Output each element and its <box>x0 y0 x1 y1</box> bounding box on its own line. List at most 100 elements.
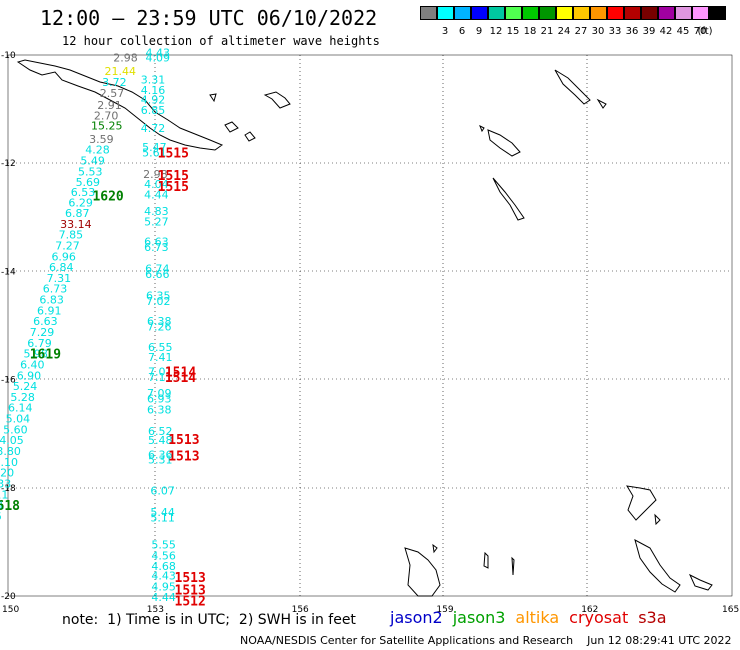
coast-reef-1 <box>492 177 525 221</box>
coast-islands-se <box>634 539 681 593</box>
wave-height-value: 3.59 <box>89 133 114 146</box>
wave-height-value: 6.07 <box>150 485 175 498</box>
wave-height-value: 6.63 <box>144 236 169 249</box>
coast-islet-8 <box>511 556 515 576</box>
wave-height-value: 4.56 <box>151 549 176 562</box>
legend-label: 33 <box>608 26 622 37</box>
wave-height-value: 6.73 <box>144 241 169 254</box>
wave-height-value: 5.61 <box>142 146 167 159</box>
lon-tick-label: 162 <box>581 605 598 615</box>
wave-height-values: 2.9821.443.722.572.912.7015.253.594.285.… <box>0 46 176 604</box>
satellite-name: altika <box>515 608 560 627</box>
map-grid <box>8 55 732 596</box>
wave-height-value: 2.98 <box>113 52 138 65</box>
legend-label: 36 <box>625 26 639 37</box>
legend-label: 27 <box>574 26 588 37</box>
legend-swatch <box>641 6 658 20</box>
legend-label: 45 <box>676 26 690 37</box>
legend-label: 42 <box>659 26 673 37</box>
coast-vanuatu <box>626 485 657 521</box>
lat-tick-label: -16 <box>1 376 16 386</box>
pass-time-label: 1513 <box>175 571 206 586</box>
lon-tick-label: 159 <box>436 605 453 615</box>
wave-height-value: 3.31 <box>141 73 166 86</box>
wave-height-value: 6.96 <box>51 250 76 263</box>
pass-time-label: 1513 <box>168 433 199 448</box>
satellite-name: jason3 <box>452 608 506 627</box>
wave-height-value: 4.28 <box>85 144 110 157</box>
wave-height-value: 2.91 <box>97 99 122 112</box>
pass-time-label: 1620 <box>92 190 123 205</box>
wave-height-value: 7.85 <box>59 229 84 242</box>
coast-islet-4 <box>263 91 291 109</box>
pass-time-label: 1619 <box>30 348 61 363</box>
wave-height-value: 5.11 <box>150 512 175 525</box>
lat-tick-label: -10 <box>1 51 16 61</box>
wave-height-value: 6.85 <box>141 104 166 117</box>
wave-height-value: 21.44 <box>105 65 136 78</box>
wave-height-value: 4.68 <box>151 560 176 573</box>
coast-papua <box>16 59 224 151</box>
wave-height-value: 4.44 <box>144 189 169 202</box>
wave-height-value: 15.25 <box>91 119 123 132</box>
wave-height-value: 7.27 <box>55 239 79 252</box>
wave-height-value: 2.98 <box>143 168 168 181</box>
legend-swatch <box>675 6 692 20</box>
lat-tick-label: -12 <box>1 159 16 169</box>
wave-height-value: 33.14 <box>60 218 92 231</box>
wave-height-value: 5.20 <box>0 467 14 480</box>
wave-height-value: 4.16 <box>141 84 166 97</box>
wave-height-value: 6.35 <box>146 290 171 303</box>
pass-time-label: 1515 <box>158 180 189 195</box>
wave-height-value: 6.66 <box>145 268 170 281</box>
coast-islet-9 <box>688 573 713 591</box>
wave-height-value: 7.01 <box>148 365 173 378</box>
wave-height-value: 6.29 <box>68 197 93 210</box>
legend-label: 39 <box>642 26 656 37</box>
wave-height-value: 4.92 <box>141 93 166 106</box>
wave-height-value: 5.24 <box>13 380 38 393</box>
legend-label: 3 <box>441 26 449 37</box>
legend-label: 24 <box>557 26 571 37</box>
wave-height-value: 6.73 <box>43 283 68 296</box>
coast-islet-5 <box>487 129 521 157</box>
legend-swatch <box>556 6 573 20</box>
wave-height-value: 5.53 <box>78 165 103 178</box>
lat-tick-label: -18 <box>1 484 16 494</box>
legend-swatch <box>488 6 505 20</box>
coast-solomons-1 <box>554 69 591 105</box>
legend-swatch <box>522 6 539 20</box>
wave-height-value: 5.44 <box>150 506 175 519</box>
pass-time-label: 1514 <box>165 365 196 380</box>
wave-height-value: 7.41 <box>148 351 173 364</box>
wave-height-value: 4.09 <box>146 52 171 65</box>
legend-swatch <box>505 6 522 20</box>
coast-new-caledonia-2 <box>432 543 438 554</box>
legend-swatch <box>624 6 641 20</box>
wave-height-value: 5.31 <box>148 454 173 467</box>
wave-height-value: 4.04 <box>144 178 169 191</box>
coast-islet-10 <box>654 513 661 526</box>
pass-time-label: 1513 <box>168 449 199 464</box>
legend-label: 30 <box>591 26 605 37</box>
wave-height-value: 6.84 <box>49 261 74 274</box>
coast-islet-7 <box>483 551 489 569</box>
wave-height-value: 5.48 <box>148 434 173 447</box>
wave-height-value: 5.04 <box>6 413 31 426</box>
pass-time-label: 1514 <box>165 371 196 386</box>
legend-swatch <box>437 6 454 20</box>
satellite-name: jason2 <box>390 608 443 627</box>
wave-height-value: 3.72 <box>102 76 127 89</box>
page-title: 12:00 – 23:59 UTC 06/10/2022 <box>40 6 378 30</box>
wave-height-value: 6.74 <box>145 263 170 276</box>
wave-height-value: 5.69 <box>76 176 101 189</box>
lon-tick-label: 156 <box>292 605 309 615</box>
lon-tick-label: 150 <box>2 605 19 615</box>
pass-labels: 1515151515151620161915141514151315131618… <box>0 146 206 609</box>
legend-swatch <box>471 6 488 20</box>
legend-label: 18 <box>523 26 537 37</box>
wave-height-value: 6.83 <box>39 294 64 307</box>
wave-height-value: 6.55 <box>148 341 173 354</box>
coast-new-caledonia-1 <box>404 547 441 597</box>
